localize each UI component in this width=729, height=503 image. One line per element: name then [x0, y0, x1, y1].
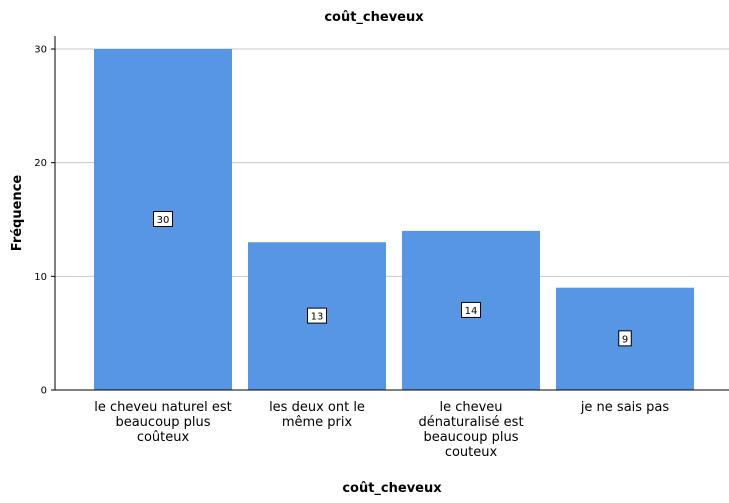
- data-label: 9: [618, 330, 632, 347]
- data-label: 14: [461, 301, 481, 318]
- x-category-label: les deux ont le même prix: [269, 400, 365, 430]
- y-tick-label: 0: [41, 386, 47, 397]
- data-label: 13: [307, 307, 327, 324]
- data-label-box: [153, 211, 173, 227]
- y-tick-label: 10: [34, 272, 47, 283]
- x-category-label: le cheveu dénaturalisé est beaucoup plus co…: [418, 400, 523, 460]
- data-label-text: 30: [157, 215, 170, 226]
- bars: [94, 49, 694, 390]
- x-category-label: je ne sais pas: [580, 400, 670, 415]
- data-label-box: [618, 330, 632, 347]
- y-tick-label: 30: [34, 45, 47, 56]
- x-category-labels: le cheveu naturel est beaucoup plus coûteu…: [94, 400, 669, 460]
- data-label-text: 14: [465, 306, 478, 317]
- data-label-box: [307, 307, 327, 324]
- y-tick-labels: 0 10 20 30: [34, 45, 47, 397]
- x-category-label: le cheveu naturel est beaucoup plus coûteu…: [94, 400, 231, 445]
- data-label: 30: [153, 211, 173, 227]
- chart-title: coût_cheveux: [324, 10, 424, 25]
- data-labels: 30 13 14 9: [153, 211, 632, 347]
- data-label-box: [461, 301, 481, 318]
- y-axis-title: Fréquence: [10, 175, 25, 252]
- y-tick-label: 20: [34, 158, 47, 169]
- data-label-text: 9: [622, 334, 628, 345]
- data-label-text: 13: [311, 312, 324, 323]
- x-axis-title: coût_cheveux: [342, 481, 442, 496]
